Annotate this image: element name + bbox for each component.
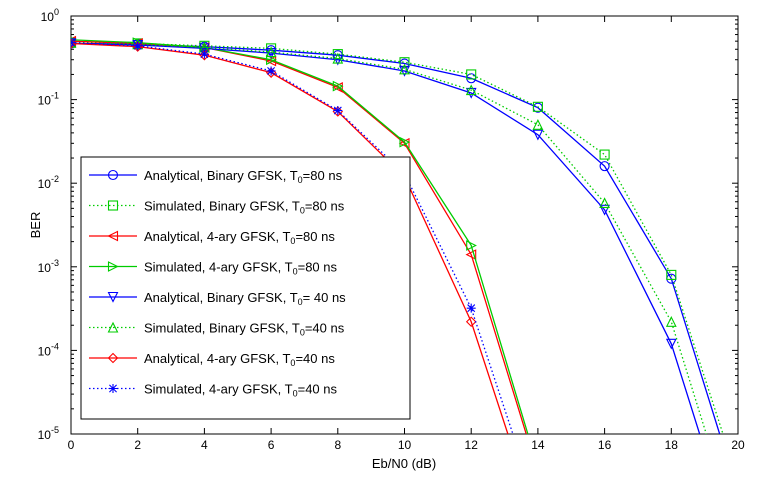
x-tick-label: 14 [531, 438, 545, 452]
series-line [71, 39, 529, 434]
x-tick-label: 18 [665, 438, 679, 452]
asterisk-marker [133, 41, 143, 51]
diamond-marker [132, 41, 143, 52]
y-axis-label: BER [28, 212, 43, 239]
legend-label: Simulated, 4-ary GFSK, T0=80 ns [144, 260, 338, 277]
circle-marker [599, 161, 610, 172]
legend-entry: Analytical, 4-ary GFSK, T0=80 ns [89, 229, 335, 246]
x-axis-label: Eb/N0 (dB) [372, 456, 436, 471]
asterisk-marker [199, 49, 209, 59]
series [71, 36, 707, 434]
legend-label: Analytical, 4-ary GFSK, T0=80 ns [144, 229, 335, 246]
asterisk-marker [466, 303, 476, 313]
square-marker [599, 149, 610, 160]
asterisk-marker [71, 38, 76, 48]
x-tick-label: 6 [268, 438, 275, 452]
triangle-left-marker [332, 81, 343, 93]
triangle-down-marker [599, 204, 610, 216]
x-tick-label: 8 [334, 438, 341, 452]
legend-label: Analytical, Binary GFSK, T0=80 ns [144, 168, 343, 185]
diamond-marker [107, 352, 119, 364]
legend-box [80, 156, 411, 420]
legend: Analytical, Binary GFSK, T0=80 ns Simulat… [80, 156, 411, 420]
x-tick-label: 20 [731, 438, 745, 452]
x-tick-label: 4 [201, 438, 208, 452]
asterisk-marker [266, 66, 276, 76]
triangle-down-marker [107, 291, 119, 303]
triangle-down-marker [465, 87, 477, 99]
triangle-up-marker [399, 63, 410, 75]
series-layer [71, 35, 724, 434]
legend-label: Analytical, Binary GFSK, T0= 40 ns [144, 290, 346, 307]
triangle-left-marker [107, 230, 119, 242]
series-line [71, 42, 701, 434]
y-tick-label: 10-4 [38, 341, 59, 358]
triangle-left-marker [71, 35, 77, 47]
series-line [71, 41, 724, 434]
square-marker [466, 69, 477, 80]
square-marker [532, 101, 543, 112]
y-tick-label: 10-5 [38, 425, 59, 442]
legend-entry: Simulated, Binary GFSK, T0=80 ns [89, 199, 345, 216]
y-tick-label: 10-2 [38, 174, 59, 191]
triangle-right-marker [332, 80, 344, 92]
y-tick-label: 100 [41, 7, 59, 24]
triangle-down-marker [665, 338, 677, 350]
x-axis-ticks: 0 2 4 6 8 10 12 14 16 18 20 [68, 16, 745, 452]
triangle-down-marker [532, 129, 544, 141]
y-tick-label: 10-1 [38, 91, 59, 108]
triangle-up-marker [532, 119, 544, 130]
legend-entry: Simulated, 4-ary GFSK, T0=40 ns [89, 382, 338, 399]
x-tick-label: 2 [134, 438, 141, 452]
legend-entry: Analytical, Binary GFSK, T0=80 ns [89, 168, 343, 185]
legend-entry: Analytical, Binary GFSK, T0= 40 ns [89, 290, 346, 307]
series-line [71, 41, 514, 434]
triangle-up-marker [599, 197, 610, 209]
legend-label: Simulated, 4-ary GFSK, T0=40 ns [144, 382, 338, 399]
legend-entry: Analytical, 4-ary GFSK, T0=40 ns [89, 351, 335, 368]
series-line [71, 42, 509, 434]
triangle-up-marker [465, 84, 477, 96]
triangle-up-marker [265, 46, 277, 58]
triangle-down-marker [399, 65, 410, 77]
square-marker [107, 200, 119, 211]
triangle-up-marker [332, 52, 344, 64]
triangle-up-marker [107, 321, 119, 333]
x-tick-label: 16 [598, 438, 612, 452]
legend-label: Simulated, Binary GFSK, T0=40 ns [144, 321, 345, 338]
x-tick-label: 12 [465, 438, 479, 452]
triangle-up-marker [665, 316, 677, 327]
x-tick-label: 10 [398, 438, 412, 452]
legend-entry: Simulated, Binary GFSK, T0=40 ns [89, 321, 345, 338]
triangle-right-marker [466, 240, 477, 251]
legend-label: Analytical, 4-ary GFSK, T0=40 ns [144, 351, 335, 368]
triangle-right-marker [107, 261, 119, 272]
asterisk-marker [108, 384, 118, 393]
y-tick-label: 10-3 [38, 258, 59, 275]
x-tick-label: 0 [68, 438, 75, 452]
triangle-left-marker [465, 249, 477, 260]
circle-marker [107, 169, 119, 181]
diamond-marker [71, 38, 77, 49]
diamond-marker [465, 316, 477, 328]
square-marker [666, 269, 677, 280]
triangle-left-marker [398, 137, 410, 149]
legend-label: Simulated, Binary GFSK, T0=80 ns [144, 199, 345, 216]
triangle-right-marker [399, 136, 411, 148]
legend-entry: Simulated, 4-ary GFSK, T0=80 ns [89, 260, 338, 277]
asterisk-marker [333, 106, 343, 116]
square-marker [332, 49, 343, 60]
series-line [71, 41, 707, 434]
